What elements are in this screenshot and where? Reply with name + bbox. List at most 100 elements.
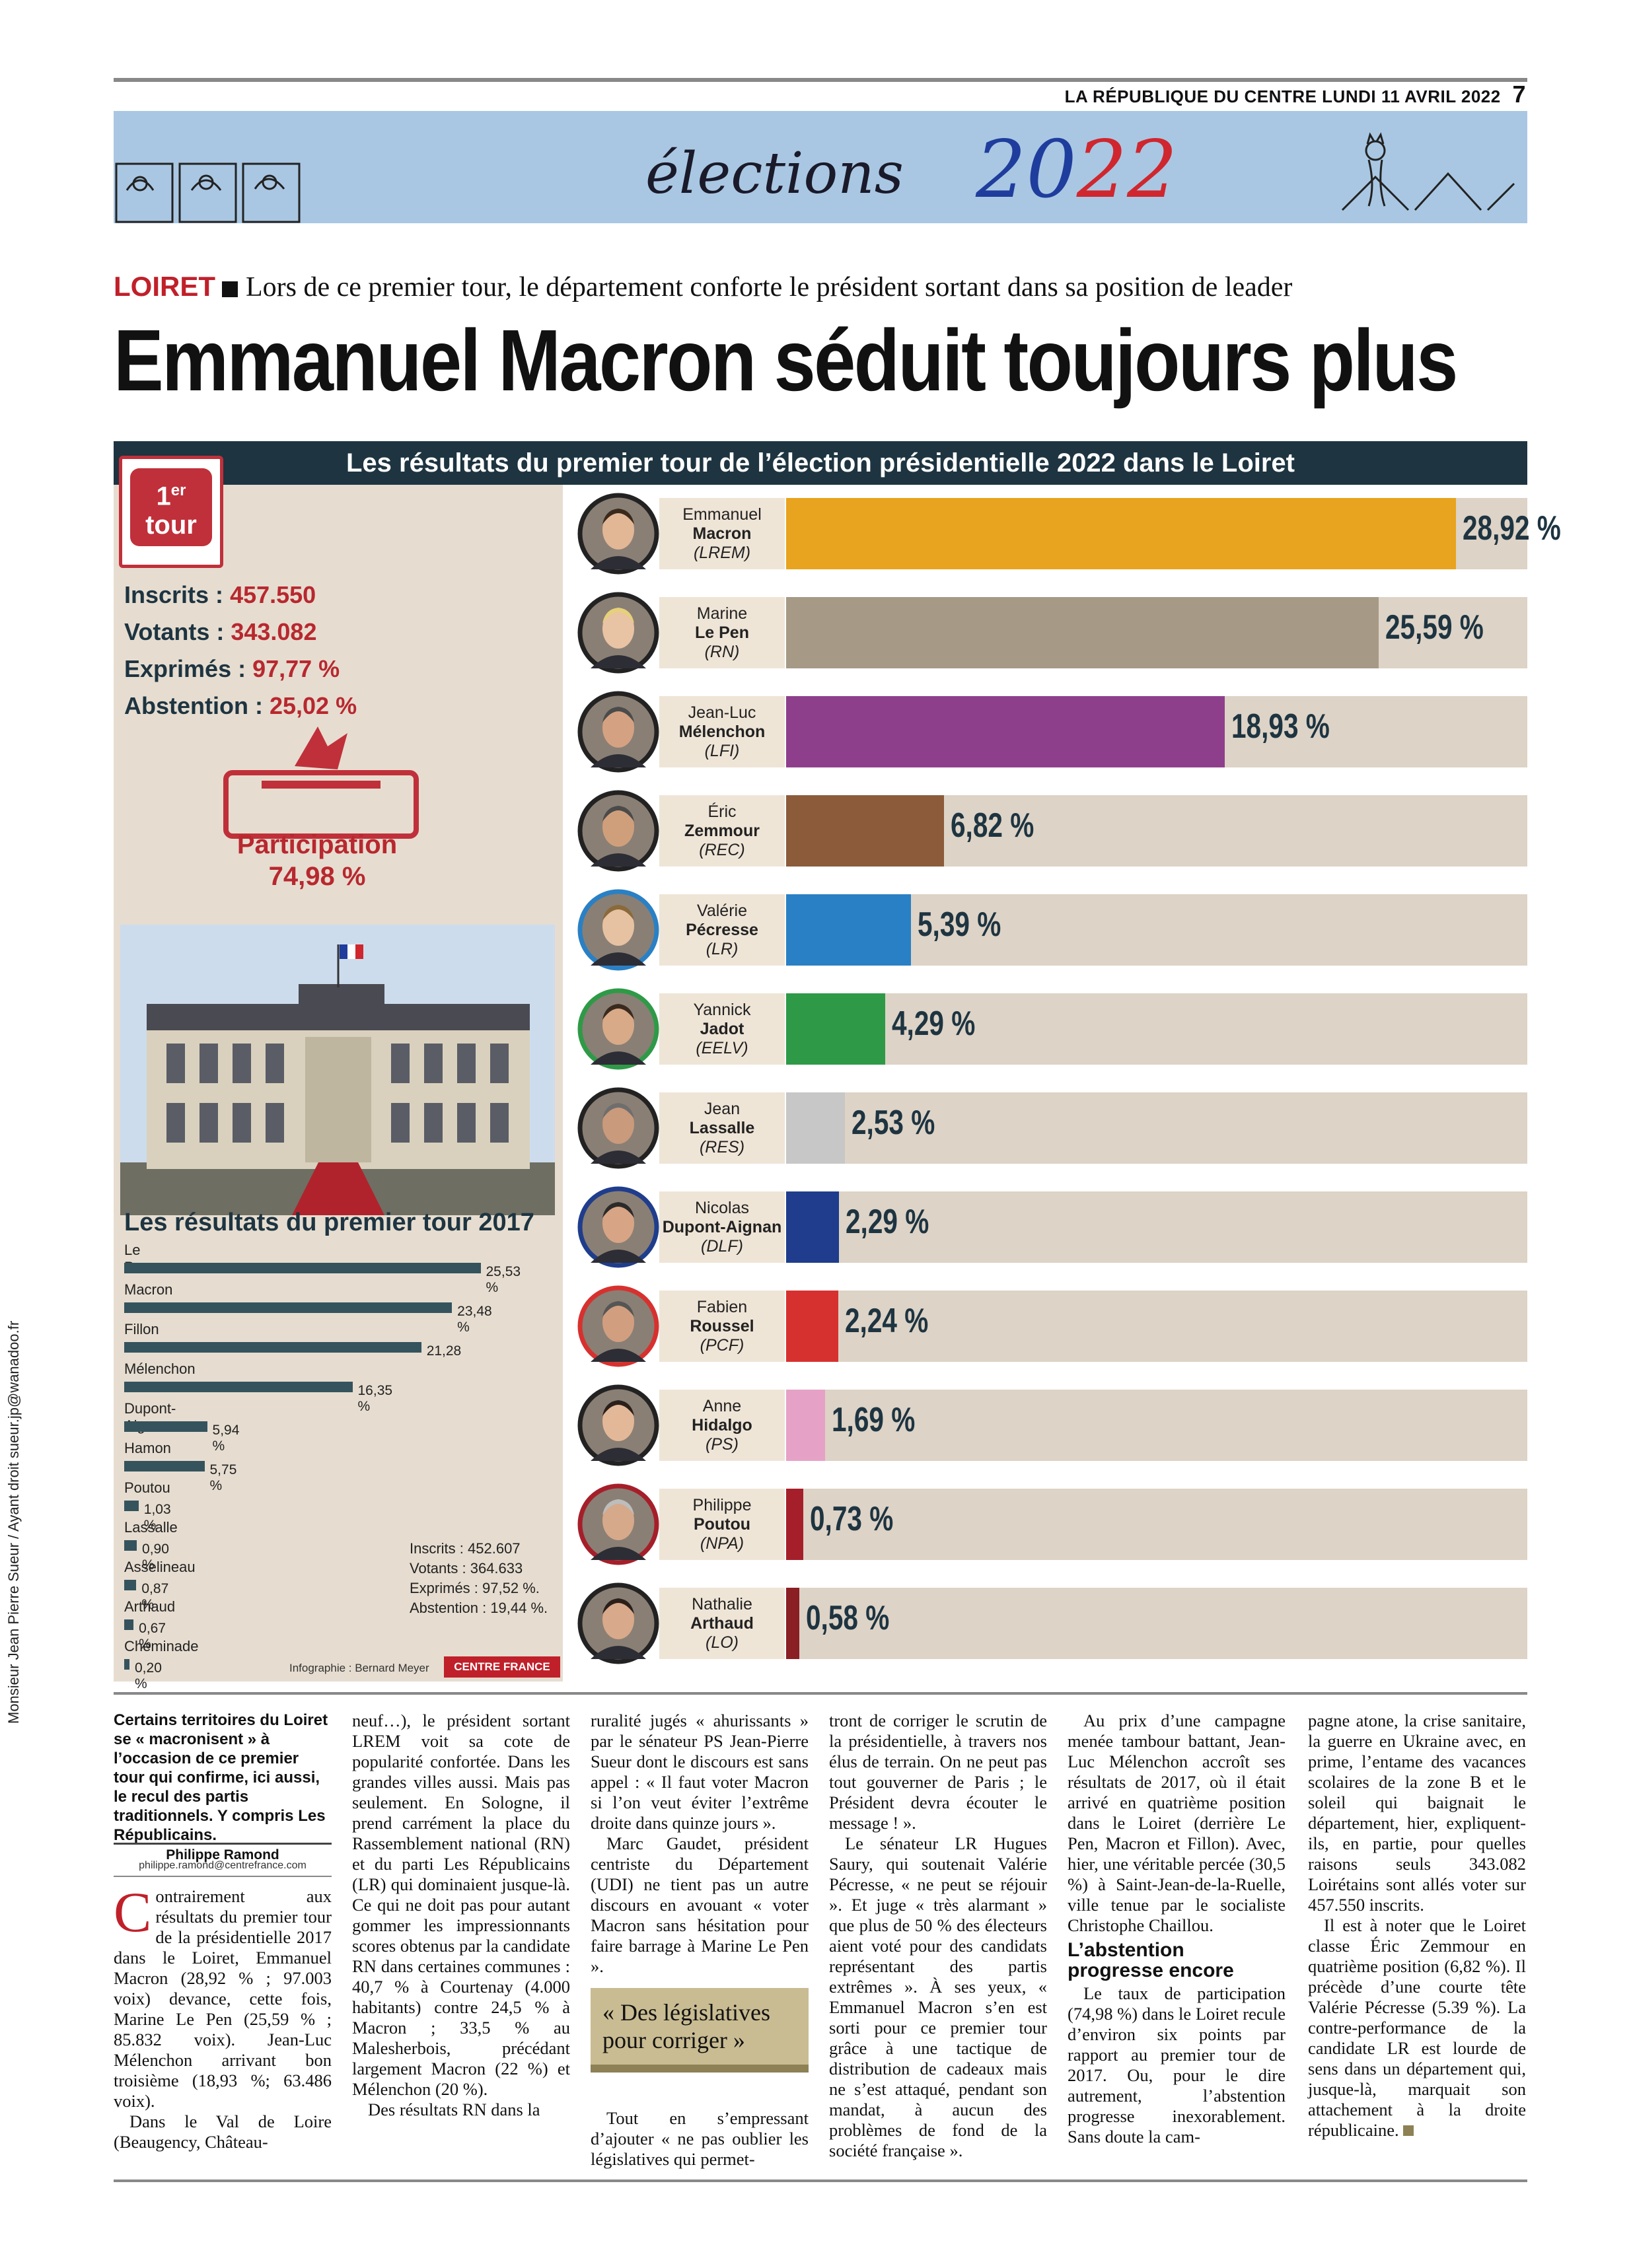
portrait-melenchon-icon: [577, 691, 659, 773]
results-2017-value: 0,67 %: [139, 1621, 166, 1652]
portrait-dupontaignan-icon: [577, 1186, 659, 1268]
result-bar: [786, 1489, 803, 1560]
results-2017-value: 5,75 %: [209, 1462, 237, 1493]
results-2017-bar: [124, 1382, 353, 1392]
article-text-4b: Le sénateur LR Hugues Saury, qui soutena…: [829, 1833, 1047, 2160]
kicker-square: [222, 281, 238, 298]
stat-abstention-value: 25,02 %: [269, 692, 357, 719]
candidate-first-name: Nathalie: [692, 1594, 752, 1613]
candidate-row: Philippe Poutou (NPA) 0,73 %: [577, 1483, 1527, 1565]
pull-quote-text: « Des législatives pour corriger »: [602, 1999, 770, 2053]
result-label: 0,73 %: [809, 1500, 893, 1538]
bottom-rule: [114, 2179, 1527, 2182]
candidate-party: (LREM): [693, 543, 751, 562]
agency-badge: CENTRE FRANCE: [444, 1656, 560, 1678]
results-2017-stats: Inscrits : 452.607 Votants : 364.633 Exp…: [410, 1539, 548, 1618]
stat-inscrits-label: Inscrits :: [124, 581, 231, 608]
stat-votants: Votants : 343.082: [124, 618, 316, 646]
stat-inscrits: Inscrits : 457.550: [124, 581, 316, 609]
portrait-macron-icon: [577, 493, 659, 575]
candidate-name: Nicolas Dupont-Aignan (DLF): [659, 1191, 785, 1263]
results-2017-bar: [124, 1619, 134, 1630]
first-round-badge-inner: 1er tour: [130, 468, 212, 546]
stats-2017-exprimes: Exprimés : 97,52 %.: [410, 1580, 540, 1596]
candidate-name: Emmanuel Macron (LREM): [659, 498, 785, 569]
result-bar: [786, 894, 911, 966]
stats-2017-votants: Votants : 364.633: [410, 1560, 523, 1577]
candidate-last-name: Jadot: [700, 1019, 744, 1038]
article-text-6: pagne atone, la crise sanitaire, la guer…: [1308, 1711, 1526, 1915]
pull-quote: « Des législatives pour corriger »: [591, 1988, 809, 2073]
article-column-5: Au prix d’une campagne menée tambour bat…: [1068, 1711, 1286, 2147]
article-text-5b: Le taux de participation (74,98 %) dans …: [1068, 1983, 1286, 2146]
stat-votants-label: Votants :: [124, 618, 231, 645]
article-text-3: ruralité jugés « ahurissants » par le sé…: [591, 1711, 809, 1833]
results-2017-value: 0,87 %: [141, 1581, 169, 1612]
results-2017-name: Asselineau: [124, 1559, 196, 1575]
result-label: 5,39 %: [917, 905, 1001, 944]
candidate-row: Yannick Jadot (EELV) 4,29 %: [577, 988, 1527, 1070]
candidate-row: Jean-Luc Mélenchon (LFI) 18,93 %: [577, 691, 1527, 773]
portrait-jadot-icon: [577, 988, 659, 1070]
portrait-arthaud-icon: [577, 1582, 659, 1664]
results-2017-name: Cheminade: [124, 1638, 199, 1654]
result-label: 28,92 %: [1463, 509, 1561, 548]
result-bar: [786, 696, 1225, 767]
badge-tour: tour: [145, 511, 197, 540]
bar-track: [786, 1191, 1527, 1263]
results-2017-bar: [124, 1263, 481, 1273]
candidate-first-name: Yannick: [693, 1000, 751, 1019]
results-2017-bar: [124, 1659, 129, 1670]
candidate-party: (RES): [699, 1137, 745, 1156]
article-text-1: ontrairement aux résultats du premier to…: [114, 1886, 332, 2111]
dropcap: C: [114, 1880, 152, 1944]
candidate-row: Valérie Pécresse (LR) 5,39 %: [577, 889, 1527, 971]
portrait-poutou-icon: [577, 1483, 659, 1565]
result-bar: [786, 1092, 845, 1164]
article-text-4: tront de corriger le scrutin de la prési…: [829, 1711, 1047, 1833]
candidate-last-name: Hidalgo: [692, 1415, 752, 1435]
elections-banner: élections 2022: [114, 111, 1527, 223]
stats-2017-abstention: Abstention : 19,44 %.: [410, 1600, 548, 1616]
result-bar: [786, 993, 886, 1065]
candidate-name: Jean Lassalle (RES): [659, 1092, 785, 1164]
results-2017-name: Hamon: [124, 1440, 171, 1456]
article-author: Philippe Ramond: [114, 1843, 332, 1863]
portrait-pecresse-icon: [577, 889, 659, 971]
candidate-first-name: Fabien: [696, 1297, 748, 1316]
badge-sup: er: [170, 481, 186, 499]
result-bar: [786, 1588, 800, 1659]
results-2017-value: 0,90 %: [142, 1542, 169, 1573]
candidate-row: Emmanuel Macron (LREM) 28,92 %: [577, 493, 1561, 575]
portrait-lepen-icon: [577, 592, 659, 674]
candidate-party: (LR): [706, 939, 739, 958]
candidate-row: Nicolas Dupont-Aignan (DLF) 2,29 %: [577, 1186, 1527, 1268]
results-2017-value: 21,28: [426, 1343, 462, 1359]
publication-name: LA RÉPUBLIQUE DU CENTRE: [1064, 87, 1317, 106]
bar-track: [786, 1489, 1527, 1560]
stat-inscrits-value: 457.550: [230, 581, 316, 608]
results-2017-name: Macron: [124, 1281, 173, 1298]
results-2017-value: 1,03 %: [143, 1502, 171, 1533]
stat-exprimes-label: Exprimés :: [124, 655, 253, 682]
results-2017-bar: [124, 1540, 137, 1551]
results-2017-value: 23,48 %: [457, 1304, 492, 1335]
results-2017-name: Lassalle: [124, 1519, 178, 1536]
result-label: 1,69 %: [832, 1401, 916, 1439]
stat-abstention: Abstention : 25,02 %: [124, 692, 357, 720]
candidate-row: Fabien Roussel (PCF) 2,24 %: [577, 1285, 1527, 1367]
result-bar: [786, 498, 1456, 569]
stat-exprimes: Exprimés : 97,77 %: [124, 655, 340, 683]
infographic-credit: Infographie : Bernard Meyer: [289, 1662, 429, 1674]
participation-value: 74,98 %: [268, 862, 366, 891]
article-column-3-end: Tout en s’empressant d’ajouter « ne pas …: [591, 2108, 809, 2170]
results-2017-bar: [124, 1421, 207, 1432]
article-text-6b: Il est à noter que le Loiret classe Éric…: [1308, 1915, 1526, 2140]
candidate-name: Marine Le Pen (RN): [659, 597, 785, 668]
results-2017-value: 16,35 %: [357, 1383, 393, 1414]
result-label: 2,53 %: [851, 1104, 935, 1142]
result-bar: [786, 795, 945, 867]
sketch-voting-booths-icon: [115, 162, 301, 223]
article-subhead: L’abstention progresse encore: [1068, 1939, 1234, 1981]
